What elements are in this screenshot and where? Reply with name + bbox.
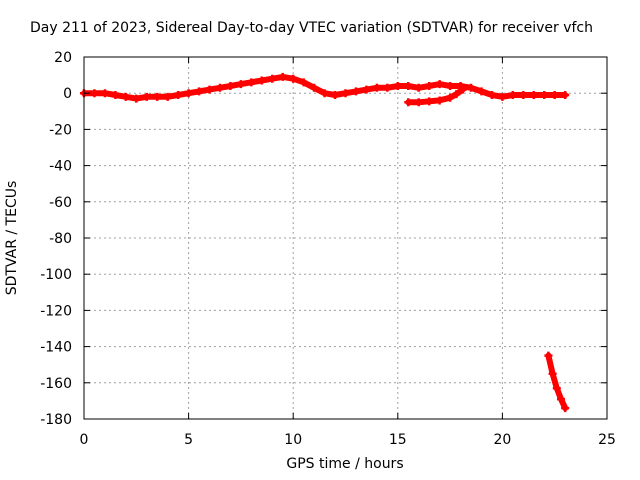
data-point: [341, 89, 350, 98]
data-point: [487, 91, 496, 100]
data-point: [544, 351, 553, 360]
data-point: [446, 93, 455, 102]
y-tick-label: -180: [40, 412, 72, 428]
data-point: [529, 91, 538, 100]
data-point: [556, 395, 565, 404]
data-point: [184, 89, 193, 98]
data-point: [195, 87, 204, 96]
data-point: [372, 83, 381, 92]
data-point: [331, 91, 340, 100]
y-tick-label: -120: [40, 303, 72, 319]
data-point: [215, 83, 224, 92]
data-point: [435, 80, 444, 89]
y-tick-label: -80: [49, 231, 72, 247]
data-point: [236, 80, 245, 89]
x-tick-label: 0: [80, 432, 89, 448]
data-point: [299, 78, 308, 87]
y-axis-label: SDTVAR / TECUs: [4, 180, 20, 296]
data-point: [153, 92, 162, 101]
y-tick-label: 0: [63, 86, 72, 102]
x-tick-label: 5: [184, 432, 193, 448]
data-point: [425, 81, 434, 90]
data-point: [362, 85, 371, 94]
data-point: [404, 98, 413, 107]
y-tick-label: -140: [40, 340, 72, 356]
data-point: [351, 87, 360, 96]
data-point: [561, 91, 570, 100]
data-point: [142, 92, 151, 101]
x-tick-label: 10: [284, 432, 302, 448]
y-tick-label: -100: [40, 267, 72, 283]
x-tick-label: 15: [389, 432, 407, 448]
data-point: [310, 83, 319, 92]
data-point: [435, 96, 444, 105]
data-point: [404, 81, 413, 90]
y-tick-label: -60: [49, 195, 72, 211]
data-point: [452, 90, 461, 99]
data-point: [561, 404, 570, 413]
data-point: [393, 81, 402, 90]
data-point: [467, 83, 476, 92]
data-point: [508, 91, 517, 100]
data-point: [268, 74, 277, 83]
data-point: [383, 83, 392, 92]
data-point: [132, 94, 141, 103]
y-tick-label: -40: [49, 159, 72, 175]
data-point: [226, 81, 235, 90]
data-point: [111, 91, 120, 100]
data-point: [121, 92, 130, 101]
data-point: [100, 89, 109, 98]
data-point: [278, 72, 287, 81]
data-point: [458, 85, 467, 94]
data-point: [414, 83, 423, 92]
data-point: [163, 92, 172, 101]
series-line: [405, 86, 466, 106]
y-tick-label: 20: [54, 50, 72, 66]
data-point: [548, 369, 557, 378]
y-tick-label: -20: [49, 122, 72, 138]
data-point: [498, 92, 507, 101]
data-point: [205, 85, 214, 94]
data-point: [257, 76, 266, 85]
data-point: [247, 78, 256, 87]
data-point: [540, 91, 549, 100]
data-point: [174, 91, 183, 100]
data-series: [80, 72, 570, 413]
data-point: [90, 89, 99, 98]
chart-title: Day 211 of 2023, Sidereal Day-to-day VTE…: [30, 20, 594, 36]
data-point: [550, 91, 559, 100]
y-tick-label: -160: [40, 376, 72, 392]
data-point: [414, 98, 423, 107]
data-point: [519, 91, 528, 100]
ticks: 0 5 10 15 20 25 20 0 -20 -40 -60 -80 -100 -120 -140 -16…: [40, 50, 616, 448]
x-tick-label: 20: [493, 432, 511, 448]
data-point: [320, 89, 329, 98]
data-point: [425, 97, 434, 106]
x-tick-label: 25: [598, 432, 616, 448]
grid-lines: [84, 57, 607, 419]
data-point: [289, 74, 298, 83]
x-axis-label: GPS time / hours: [286, 456, 404, 472]
data-point: [477, 87, 486, 96]
data-point: [552, 384, 561, 393]
data-point: [446, 81, 455, 90]
